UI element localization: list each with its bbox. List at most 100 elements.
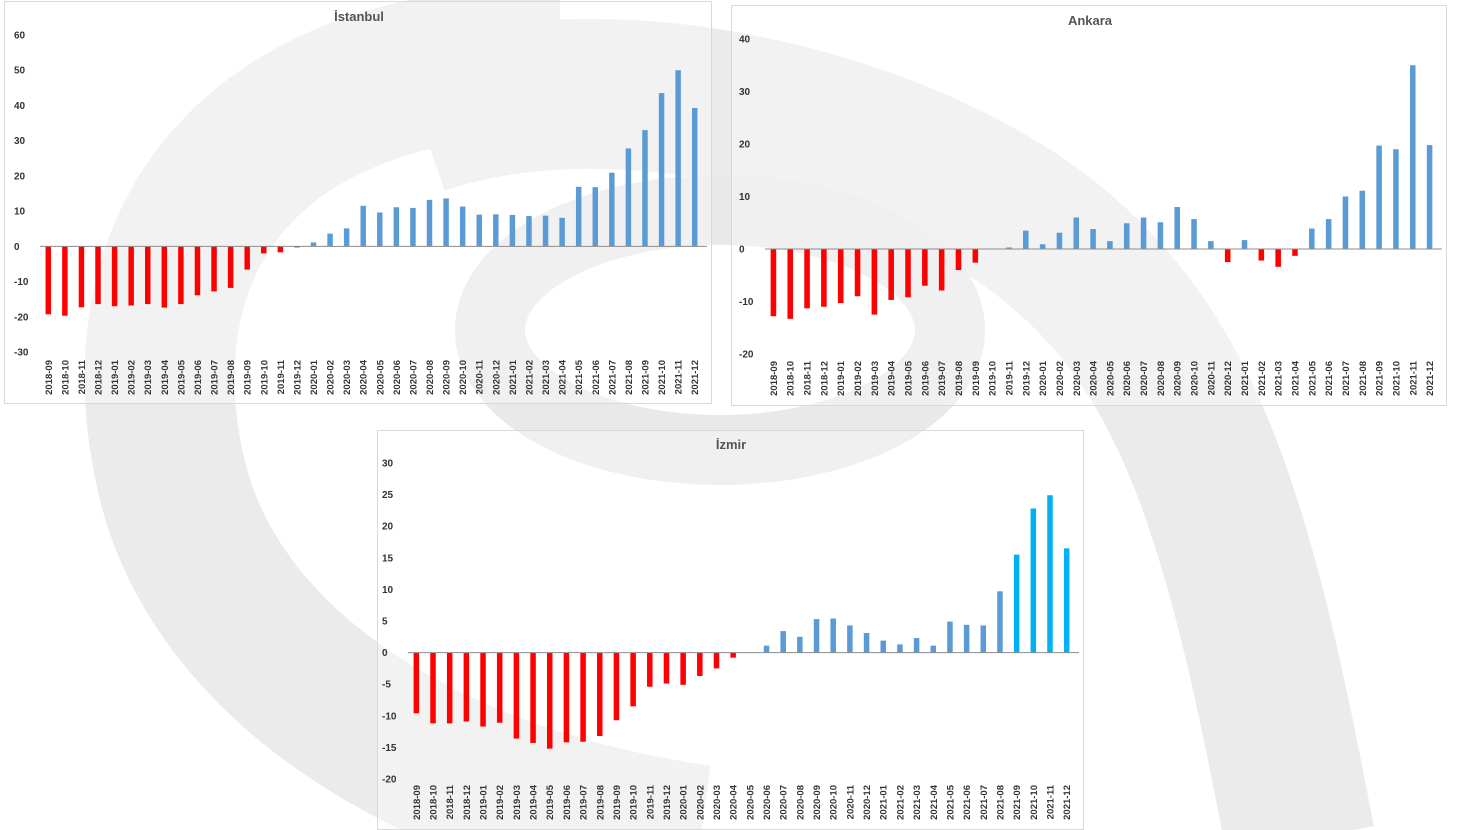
bar <box>1023 230 1029 249</box>
bar <box>1241 240 1248 249</box>
bar <box>1376 145 1382 249</box>
bar <box>95 246 101 305</box>
x-tick-label: 2021-12 <box>1062 785 1073 820</box>
x-tick-label: 2020-02 <box>695 785 706 820</box>
bar <box>905 249 911 298</box>
bar <box>211 246 217 292</box>
x-tick-label: 2019-07 <box>210 360 221 395</box>
bar <box>797 636 803 653</box>
chart-title: İstanbul <box>334 9 384 24</box>
y-tick-label: 15 <box>382 553 394 564</box>
x-tick-label: 2019-10 <box>259 360 270 395</box>
x-tick-label: 2021-11 <box>674 359 685 394</box>
bar <box>1342 196 1349 249</box>
x-tick-label: 2020-04 <box>729 784 740 820</box>
y-tick-label: -10 <box>382 711 397 722</box>
bar <box>1013 554 1020 653</box>
bar <box>463 652 470 722</box>
x-tick-label: 2020-04 <box>1089 360 1100 396</box>
x-tick-label: 2018-09 <box>769 361 780 396</box>
x-tick-label: 2018-11 <box>803 360 814 395</box>
x-tick-label: 2020-05 <box>745 784 756 820</box>
x-tick-label: 2020-07 <box>1139 361 1150 396</box>
x-tick-label: 2021-10 <box>1029 785 1040 820</box>
bar <box>526 216 532 247</box>
x-tick-label: 2021-05 <box>1307 360 1318 396</box>
bar <box>1191 219 1197 249</box>
y-tick-label: 20 <box>382 522 394 533</box>
bar <box>563 652 570 743</box>
x-tick-label: 2019-11 <box>645 784 656 819</box>
bar <box>111 246 118 307</box>
y-tick-label: -15 <box>382 743 397 754</box>
x-tick-label: 2019-02 <box>495 785 506 820</box>
x-tick-label: 2020-01 <box>309 359 320 395</box>
x-tick-label: 2021-05 <box>945 784 956 820</box>
x-tick-label: 2021-12 <box>1425 361 1436 396</box>
y-tick-label: 40 <box>14 101 26 112</box>
bar <box>854 249 861 297</box>
bar <box>244 246 250 270</box>
x-tick-label: 2021-03 <box>912 785 923 820</box>
x-tick-label: 2020-04 <box>359 359 370 395</box>
x-tick-label: 2019-05 <box>176 359 187 395</box>
bar <box>597 652 603 737</box>
bar <box>1039 244 1046 249</box>
x-tick-label: 2021-07 <box>979 785 990 820</box>
x-tick-label: 2020-09 <box>442 360 453 395</box>
y-tick-label: 5 <box>382 617 388 628</box>
x-tick-label: 2021-09 <box>1375 361 1386 396</box>
bar <box>658 93 665 247</box>
bar <box>277 246 284 253</box>
bar <box>1056 232 1063 249</box>
x-tick-label: 2018-12 <box>94 360 105 395</box>
bar <box>294 246 300 248</box>
x-tick-label: 2019-04 <box>529 784 540 820</box>
bar <box>1426 145 1433 249</box>
bar <box>261 246 267 254</box>
x-tick-label: 2020-12 <box>491 360 502 395</box>
bar <box>393 207 400 247</box>
bar <box>913 638 920 653</box>
bar <box>327 233 333 247</box>
bar <box>128 246 134 306</box>
x-tick-label: 2021-08 <box>624 360 635 395</box>
bar <box>804 249 810 309</box>
bar <box>1292 249 1298 256</box>
bar <box>1309 228 1315 249</box>
bar <box>78 246 85 308</box>
y-tick-label: 25 <box>382 490 394 501</box>
bar <box>647 652 653 687</box>
x-tick-label: 2021-06 <box>591 360 602 395</box>
bar <box>780 631 786 653</box>
y-tick-label: 10 <box>739 192 751 203</box>
x-tick-label: 2020-06 <box>1122 361 1133 396</box>
bar <box>713 652 720 669</box>
x-tick-label: 2019-02 <box>127 360 138 395</box>
bar <box>1090 229 1096 249</box>
x-tick-label: 2020-08 <box>795 785 806 820</box>
bar <box>413 652 420 714</box>
x-tick-label: 2019-04 <box>160 359 171 395</box>
x-tick-label: 2021-09 <box>640 360 651 395</box>
bar <box>446 652 453 724</box>
y-tick-label: 0 <box>14 242 20 253</box>
x-tick-label: 2018-09 <box>412 785 423 820</box>
bar <box>691 107 698 247</box>
x-tick-label: 2021-01 <box>879 784 890 820</box>
bar <box>194 246 201 296</box>
ankara-chart-panel: Ankara 40 30 20 10 0 -10 -20 2018-09 2018-10 2018… <box>731 5 1447 406</box>
x-tick-label: 2021-10 <box>1391 361 1402 396</box>
y-tick-label: 20 <box>739 140 751 151</box>
x-tick-label: 2021-02 <box>1257 361 1268 396</box>
bar <box>476 214 482 247</box>
y-tick-label: -30 <box>14 348 29 359</box>
bar <box>897 644 903 653</box>
x-tick-label: 2021-06 <box>1324 361 1335 396</box>
bar <box>1107 241 1113 249</box>
bar <box>62 246 68 316</box>
bar <box>680 652 686 685</box>
x-tick-label: 2020-05 <box>375 359 386 395</box>
x-tick-label: 2021-02 <box>524 360 535 395</box>
x-tick-label: 2019-07 <box>579 785 590 820</box>
